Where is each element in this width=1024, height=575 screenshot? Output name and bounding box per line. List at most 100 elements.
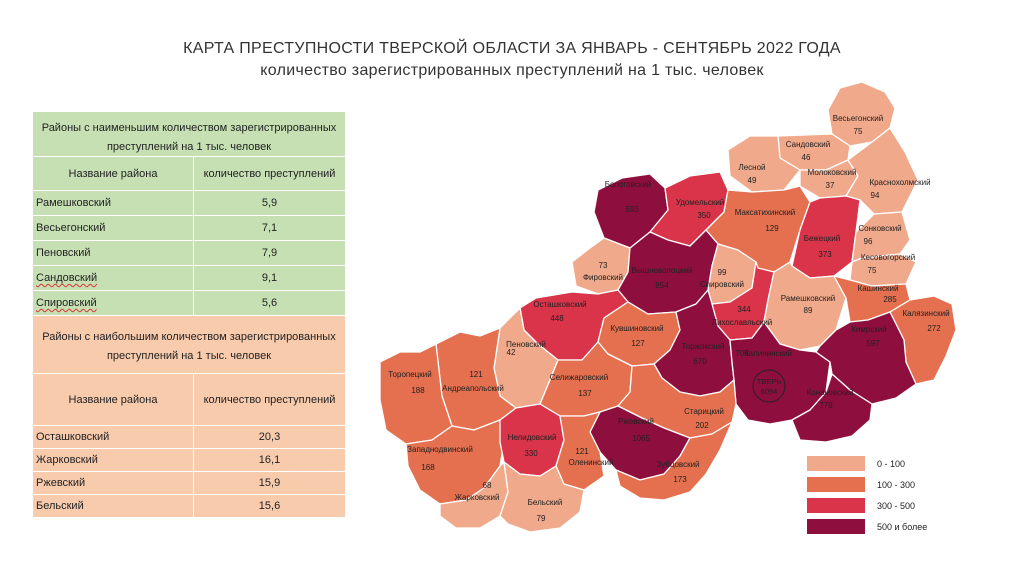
district-value-label: 68 (483, 481, 492, 490)
crime-value: 20,3 (258, 431, 281, 443)
table-row: Жарковский 16,1 (33, 449, 345, 472)
district-value-label: 597 (866, 339, 880, 348)
district-value-label: 350 (697, 211, 711, 220)
district-name: Пеновский (33, 241, 194, 265)
district-name-label: Кувшиновский (610, 324, 663, 333)
district-name-label: Зубцовский (656, 460, 699, 469)
district-value-label: 137 (578, 389, 592, 398)
district-kimry[interactable] (815, 311, 917, 405)
district-value-label: 330 (524, 449, 538, 458)
district-value-label: 670 (693, 357, 707, 366)
table-row: Пеновский 7,9 (33, 241, 345, 266)
legend-item: 0 - 100 (807, 455, 927, 472)
district-name: Спировский (36, 297, 97, 309)
crime-value: 7,1 (261, 222, 278, 234)
district-value-label: 1065 (632, 434, 650, 443)
district-value-label: 168 (421, 463, 435, 472)
district-name: Ржевский (33, 472, 194, 494)
crime-value: 15,6 (258, 500, 281, 512)
legend-swatch (807, 498, 865, 513)
district-name-label: Весьегонский (833, 114, 883, 123)
table-highest-crime: Районы с наибольшим количеством зарегист… (33, 316, 345, 518)
district-value-label: 89 (804, 306, 813, 315)
crime-value: 7,9 (261, 247, 278, 259)
table-row: Сандовский 9,1 (33, 266, 345, 291)
tver-value-label: 6094 (761, 387, 778, 396)
district-value-label: 448 (550, 314, 564, 323)
tver-city-marker[interactable] (752, 369, 786, 403)
district-name: Бельский (33, 495, 194, 517)
legend-label: 500 и более (877, 521, 928, 532)
crime-value: 5,9 (261, 197, 278, 209)
district-name-label: Андреапольский (442, 384, 504, 393)
map-legend: 0 - 100 100 - 300 300 - 500 500 и более (807, 455, 927, 539)
district-value-label: 42 (507, 348, 516, 357)
table-highest-column-headers: Название района количество преступлений (33, 374, 345, 426)
map-title: КАРТА ПРЕСТУПНОСТИ ТВЕРСКОЙ ОБЛАСТИ ЗА Я… (183, 40, 841, 57)
district-name-label: Нелидовский (508, 433, 557, 442)
district-name-label: Бежецкий (804, 234, 840, 243)
legend-swatch (807, 477, 865, 492)
district-value-label: 121 (575, 447, 589, 456)
district-name-label: Бологовский (605, 180, 652, 189)
district-name-label: Молоковский (808, 168, 857, 177)
legend-item: 100 - 300 (807, 476, 927, 493)
district-name: Осташковский (33, 426, 194, 448)
district-name-label: Конаковский (807, 388, 854, 397)
district-belyi[interactable] (499, 461, 585, 533)
district-value-label: 593 (625, 205, 639, 214)
table-row: Осташковский 20,3 (33, 426, 345, 449)
district-name-label: Сандовский (786, 140, 830, 149)
district-name-label: Сонковский (858, 224, 901, 233)
district-value-label: 73 (599, 261, 608, 270)
district-name-label: Фировский (583, 273, 623, 282)
district-value-label: 778 (819, 401, 833, 410)
district-name-label: Лихославльский (712, 318, 773, 327)
table-row: Весьегонский 7,1 (33, 216, 345, 241)
table-row: Ржевский 15,9 (33, 472, 345, 495)
district-name-label: Торопецкий (388, 370, 431, 379)
crime-value: 9,1 (261, 272, 278, 284)
column-crime-count: количество преступлений (203, 167, 336, 180)
district-name-label: Лесной (738, 163, 765, 172)
district-olenino[interactable] (555, 411, 605, 491)
district-name-label: Старицкий (684, 407, 724, 416)
legend-swatch (807, 519, 865, 534)
map-subtitle: количество зарегистрированных преступлен… (260, 62, 764, 79)
table-lowest-column-headers: Название района количество преступлений (33, 157, 345, 191)
district-value-label: 46 (802, 153, 811, 162)
district-value-label: 188 (411, 386, 425, 395)
district-name-label: Рамешковский (781, 294, 836, 303)
table-lowest-header: Районы с наименьшим количеством зарегист… (33, 112, 345, 157)
district-name: Жарковский (33, 449, 194, 471)
district-value-label: 75 (868, 266, 877, 275)
district-value-label: 129 (765, 224, 779, 233)
district-name-label: Пеновский (506, 340, 546, 349)
table-row: Спировский 5,6 (33, 291, 345, 316)
district-value-label: 121 (469, 370, 483, 379)
legend-item: 500 и более (807, 518, 927, 535)
district-value-label: 127 (631, 339, 645, 348)
district-name-label: Западнодвинский (407, 445, 473, 454)
district-zubtsov[interactable] (615, 421, 733, 501)
district-name-label: Спировский (700, 280, 744, 289)
district-value-label: 344 (737, 305, 751, 314)
district-value-label: 272 (927, 324, 941, 333)
district-name-label: Калязинский (902, 309, 949, 318)
district-konakovo[interactable] (791, 373, 873, 443)
tver-name-label: ТВЕРЬ (757, 377, 782, 386)
district-name-label: Кесовогорский (861, 253, 915, 262)
district-name-label: Селижаровский (550, 373, 608, 382)
district-value-label: 37 (826, 181, 835, 190)
column-district-name: Название района (33, 157, 194, 190)
district-name-label: Максатихинский (735, 208, 796, 217)
column-crime-count: количество преступлений (203, 393, 336, 406)
table-row: Бельский 15,6 (33, 495, 345, 518)
crime-value: 15,9 (258, 477, 281, 489)
district-name: Сандовский (36, 272, 98, 284)
district-value-label: 173 (673, 475, 687, 484)
district-name-label: Осташковский (533, 300, 586, 309)
district-value-label: 202 (695, 421, 709, 430)
tver-region-map: Весьегонский 75 Сандовский 46 Лесной 49 Молоко… (379, 81, 957, 533)
legend-item: 300 - 500 (807, 497, 927, 514)
